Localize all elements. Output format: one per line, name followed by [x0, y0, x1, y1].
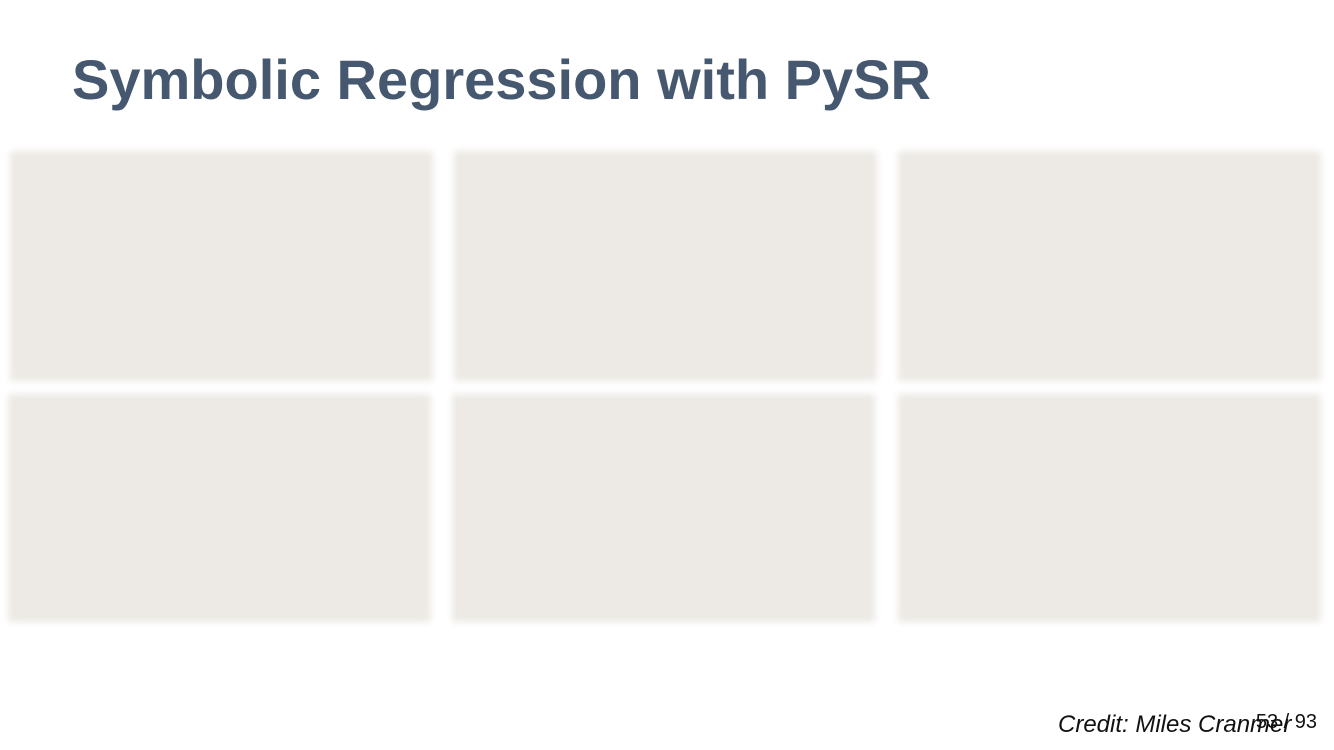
image-panel-4: [12, 398, 427, 618]
page-number: 53 / 93: [1255, 711, 1317, 733]
image-panel-2: [458, 155, 873, 377]
slide-title: Symbolic Regression with PySR: [72, 48, 931, 111]
image-panel-3: [902, 155, 1317, 377]
image-panel-1: [14, 155, 429, 377]
credit-text: Credit: Miles Cranmer: [1058, 711, 1292, 738]
image-panel-5: [456, 398, 871, 618]
image-panel-6: [902, 398, 1317, 618]
